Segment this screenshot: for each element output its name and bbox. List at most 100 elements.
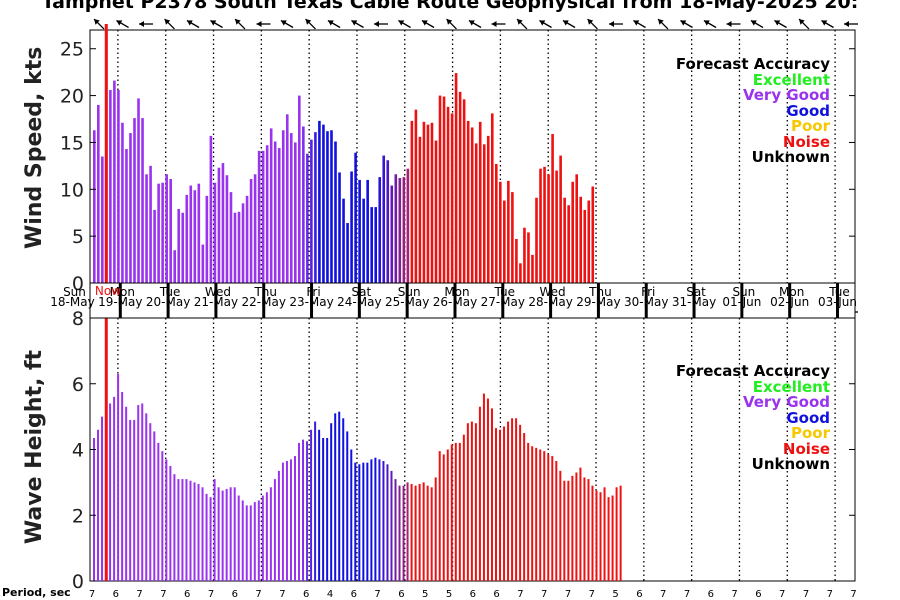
wave-bar [547,454,550,581]
arrow-head [633,20,640,26]
wind-bar [326,131,329,283]
wave-bar [446,449,449,581]
wind-bar [233,212,237,283]
wind-direction-arrow [421,19,435,29]
wind-direction-arrow [164,18,175,30]
wave-bar [430,487,433,581]
arrow-head [468,20,475,26]
wind-bar [225,175,229,283]
arrow-head [562,20,569,26]
period-value: 6 [113,589,119,600]
wave-bar [281,462,284,581]
wave-bar [515,418,518,581]
wind-bar [370,207,373,283]
wave-bar [137,405,140,581]
wave-bar [322,437,325,581]
wind-bar [161,182,164,283]
wind-bar [563,197,566,283]
wave-bar [402,485,405,581]
wave-bar [466,423,469,581]
date-label: 26-May [433,295,477,309]
wind-bar [241,203,245,283]
wind-bar [269,128,273,283]
wave-bar [599,492,602,581]
wind-bar [229,192,233,283]
legend-noise: Noise [782,439,830,458]
date-label: 22-May [242,295,286,309]
arrow-head [280,20,287,26]
wind-bar [298,95,301,283]
period-value: 4 [327,589,333,600]
wave-bar [189,480,192,581]
arrow-head [587,19,594,25]
wind-bar [261,150,265,283]
wind-bar [474,143,478,283]
wind-bar [567,205,570,283]
wind-bar [173,250,176,283]
wind-bar [237,211,241,283]
wind-direction-arrow [256,21,271,27]
arrow-head [844,21,849,27]
wave-bar [390,470,393,581]
wind-bar [523,227,526,283]
day-of-week-label: Fri [641,285,655,299]
arrow-head [116,20,123,26]
wave-bar [482,393,485,581]
wind-bar [346,223,349,283]
wind-direction-arrow [491,21,506,27]
wave-bar [201,487,204,581]
wind-bar [153,209,156,283]
wind-bar [555,170,558,283]
wind-bar [587,200,591,283]
day-label-strip [89,282,856,319]
period-value: 7 [660,589,666,600]
wave-bar [607,497,610,581]
date-label: 31-May [672,295,716,309]
wave-bar [531,446,534,581]
wave-bar [161,451,164,581]
wave-bar [595,490,598,581]
wind-bar [338,172,341,283]
wave-bar [507,421,510,581]
period-value: 5 [422,589,428,600]
wind-bar [579,196,583,283]
period-value: 6 [184,589,190,600]
wave-bar [490,408,493,581]
wave-bar [153,431,156,581]
wind-bar [117,89,120,283]
legend-good: Good [786,101,830,120]
wind-bar [306,153,309,283]
wave-bar [370,459,373,581]
day-of-week-label: Sat [686,285,706,299]
wave-bar [575,472,578,581]
period-value: 7 [589,589,595,600]
period-value: 7 [803,589,809,600]
wind-bar [217,167,221,283]
wind-bar [137,98,140,283]
wave-bar [378,459,381,581]
wind-bar [149,165,152,283]
wind-bar [386,160,390,283]
day-of-week-label: Mon [110,285,135,299]
wind-bar [499,181,502,283]
wave-bar [519,424,522,581]
wind-bar [426,124,430,283]
wind-bar [177,208,181,283]
wave-bar [249,505,252,581]
wind-bar [402,177,406,283]
wave-bar [117,373,120,581]
wave-bar [551,456,554,581]
date-label: 30-May [624,295,668,309]
arrow-head [327,20,334,26]
wind-bar [430,122,434,284]
wind-bar [398,178,402,283]
wave-bar [193,482,196,581]
period-value: 7 [136,589,142,600]
y-tick-label: 0 [72,571,84,593]
arrow-head [750,20,757,26]
wind-bar [583,209,587,283]
wind-bar [378,177,382,283]
wind-bar [531,254,534,283]
wind-direction-arrow [327,19,341,29]
wave-bar [213,479,216,581]
